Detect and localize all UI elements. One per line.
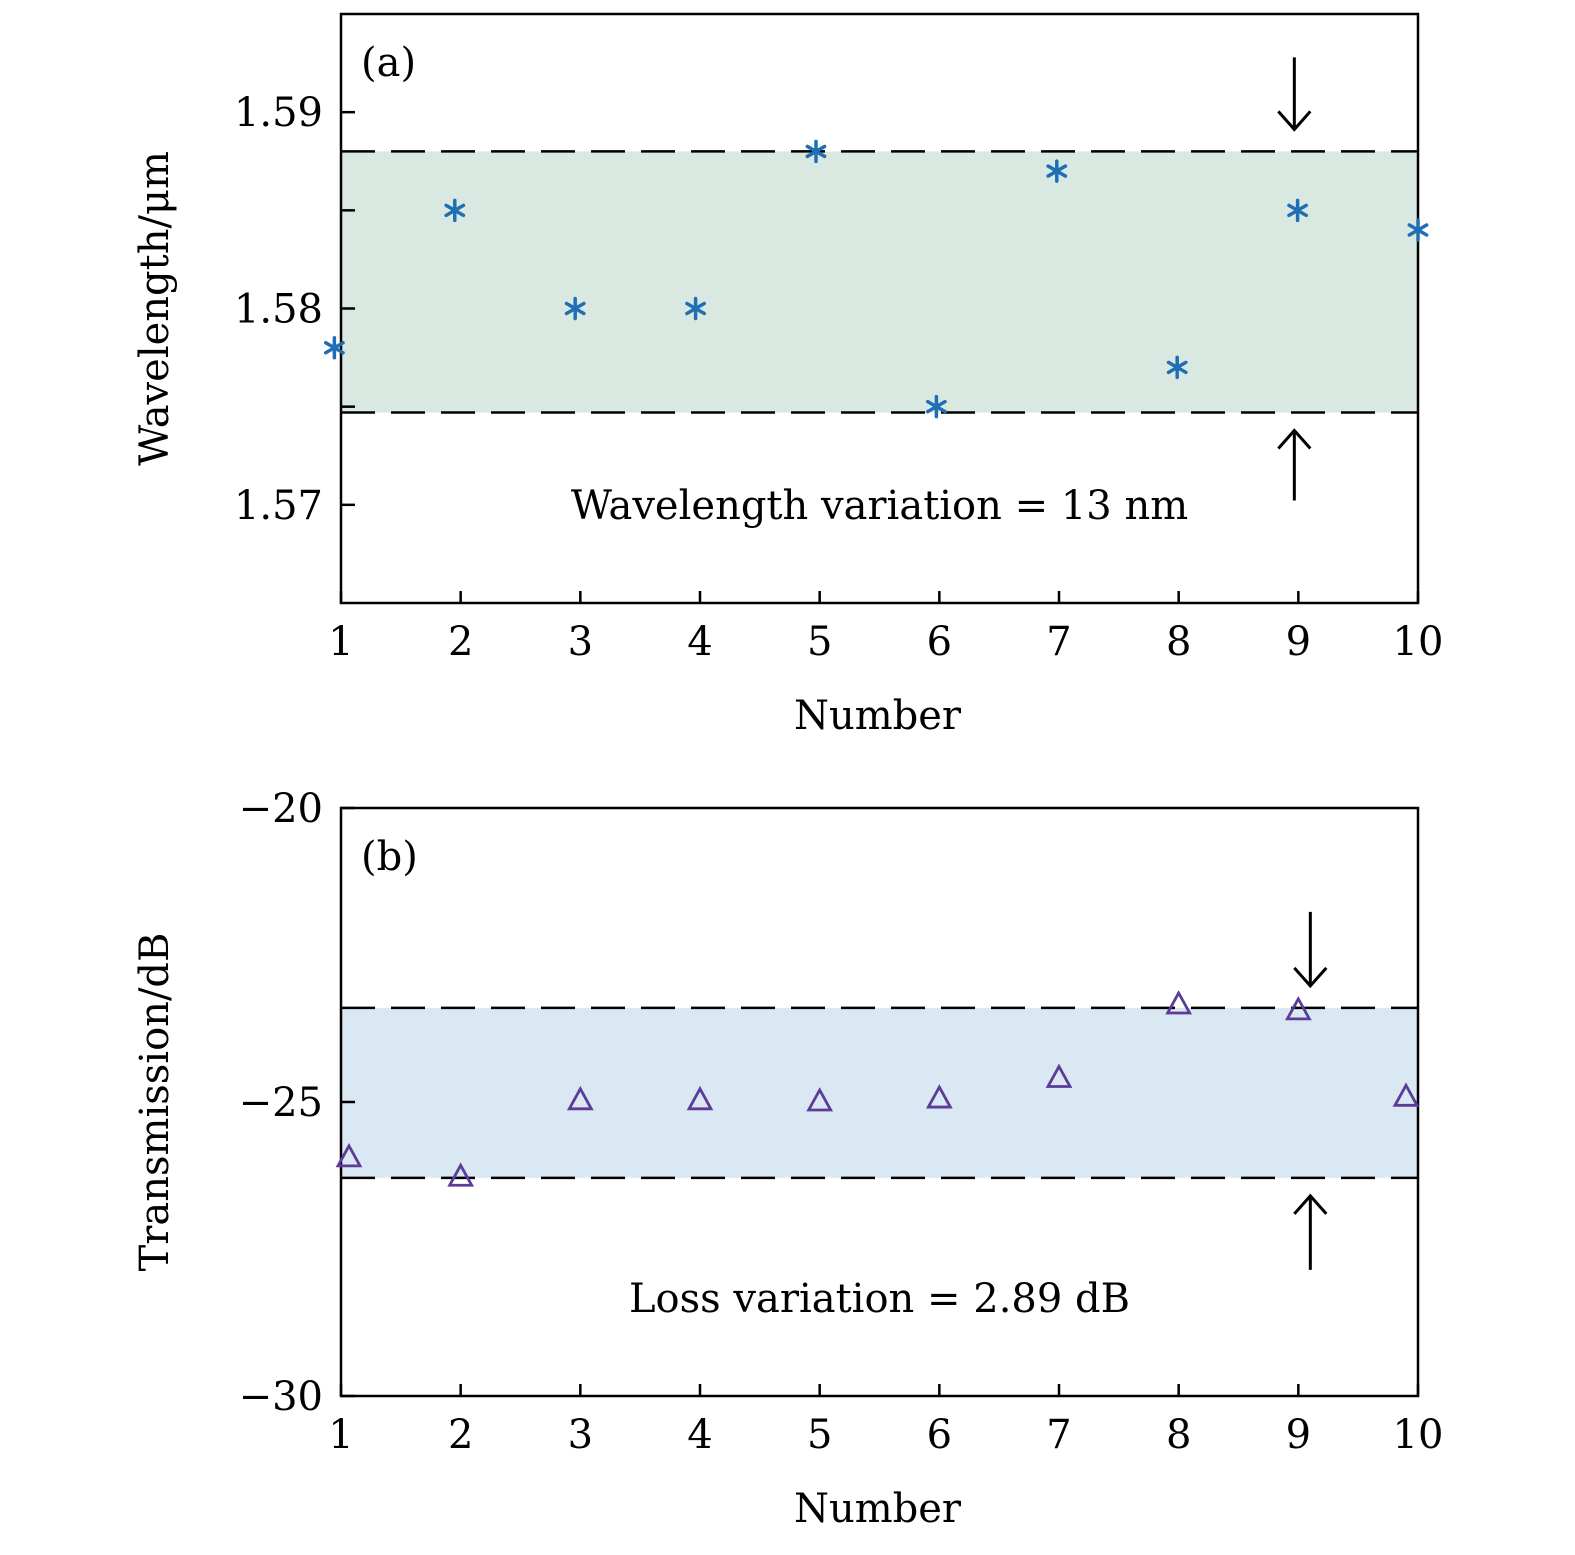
panel-label: (a) <box>361 40 416 86</box>
data-point <box>335 1142 363 1168</box>
asterisk-stroke <box>444 203 466 218</box>
up-arrow-head <box>1293 1193 1328 1215</box>
up-arrow-head <box>1277 428 1312 450</box>
x-tick-label: 6 <box>927 1412 952 1458</box>
x-tick-label: 1 <box>328 1412 353 1458</box>
x-tick-label: 4 <box>687 619 712 665</box>
y-axis-title: Transmission/dB <box>132 933 178 1272</box>
x-tick-label: 10 <box>1393 619 1444 665</box>
x-tick-label: 9 <box>1286 619 1311 665</box>
data-point <box>447 1162 475 1187</box>
down-arrow-head <box>1293 966 1328 989</box>
x-tick-label: 7 <box>1046 1412 1071 1458</box>
asterisk-stroke <box>805 144 827 159</box>
asterisk-stroke <box>1046 164 1068 178</box>
variation-annotation: Loss variation = 2.89 dB <box>629 1276 1130 1322</box>
asterisk-stroke <box>685 301 706 316</box>
x-tick-label: 6 <box>927 619 952 665</box>
y-tick-label: −20 <box>239 786 323 832</box>
asterisk-stroke <box>925 399 947 414</box>
data-point <box>1392 1082 1420 1107</box>
y-tick-label: 1.57 <box>234 483 323 529</box>
x-tick-label: 7 <box>1046 619 1071 665</box>
y-axis-title: Wavelength/μm <box>132 151 178 466</box>
x-tick-label: 2 <box>448 1412 473 1458</box>
y-tick-label: −25 <box>239 1080 323 1126</box>
asterisk-stroke <box>1287 203 1309 218</box>
x-tick-label: 5 <box>807 619 832 665</box>
x-axis-title: Number <box>794 1486 962 1532</box>
data-point <box>444 198 466 223</box>
x-tick-label: 1 <box>328 619 353 665</box>
y-tick-label: −30 <box>239 1374 323 1420</box>
x-tick-label: 2 <box>448 619 473 665</box>
data-point <box>805 139 827 164</box>
data-point <box>1166 355 1188 380</box>
asterisk-stroke <box>1407 223 1429 237</box>
x-tick-label: 3 <box>568 1412 593 1458</box>
variation-band <box>341 151 1418 413</box>
data-point <box>1045 1063 1073 1088</box>
data-point <box>1165 990 1193 1015</box>
data-point <box>925 394 947 419</box>
variation-band <box>341 1007 1418 1178</box>
down-arrow-head <box>1277 110 1312 132</box>
panel-label: (b) <box>361 834 418 880</box>
x-axis-title: Number <box>794 693 962 739</box>
x-tick-label: 4 <box>687 1412 712 1458</box>
y-tick-label: 1.58 <box>234 287 323 333</box>
panel-b-transmission-chart: 1 2 3 4 5 6 7 8 9 10 −30 −25 −20 Number Transmission/d… <box>132 786 1443 1532</box>
data-point <box>323 336 345 360</box>
asterisk-stroke <box>564 301 586 316</box>
data-point <box>685 296 706 321</box>
data-point <box>686 1085 714 1111</box>
x-tick-label: 10 <box>1393 1412 1444 1458</box>
variation-annotation: Wavelength variation = 13 nm <box>571 483 1188 529</box>
data-point <box>1407 218 1429 242</box>
data-point <box>1287 198 1309 223</box>
y-tick-label: 1.59 <box>234 90 323 136</box>
data-point <box>925 1084 953 1109</box>
asterisk-stroke <box>323 341 345 355</box>
panel-a-wavelength-chart: 1 2 3 4 5 6 7 8 9 10 1.57 1.58 1.59 Number Wavelength/… <box>132 12 1444 739</box>
asterisk-stroke <box>1166 360 1188 375</box>
x-tick-label: 8 <box>1166 1412 1191 1458</box>
x-tick-label: 9 <box>1286 1412 1311 1458</box>
data-point <box>566 1085 594 1111</box>
x-tick-label: 5 <box>807 1412 832 1458</box>
data-point <box>806 1087 834 1112</box>
data-point <box>1284 995 1312 1021</box>
x-tick-label: 3 <box>568 619 593 665</box>
x-tick-label: 8 <box>1166 619 1191 665</box>
data-point <box>564 296 586 321</box>
data-point <box>1046 159 1068 183</box>
